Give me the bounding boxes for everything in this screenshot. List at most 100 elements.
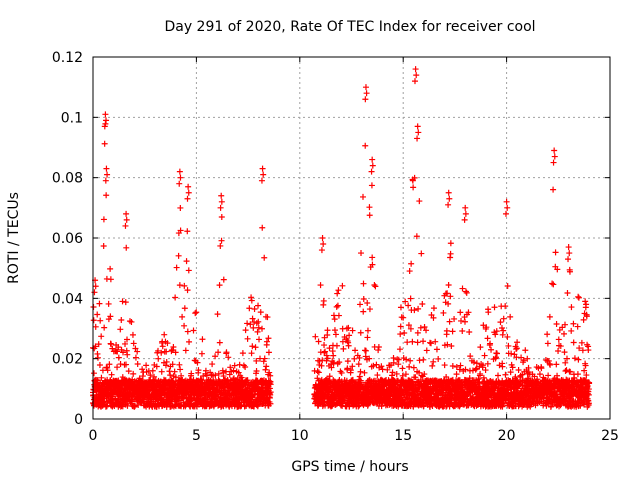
- peak-point: [565, 244, 572, 251]
- data-point: [415, 305, 422, 312]
- data-point: [366, 204, 373, 211]
- data-point: [459, 285, 466, 292]
- data-point: [192, 310, 199, 317]
- peak-point: [217, 204, 224, 211]
- data-point: [94, 354, 101, 361]
- data-point: [331, 316, 338, 323]
- data-point: [417, 324, 424, 331]
- data-point: [420, 356, 427, 363]
- data-point: [166, 368, 173, 375]
- data-point: [176, 282, 183, 289]
- data-point: [406, 363, 413, 370]
- data-point: [332, 331, 339, 338]
- data-point: [244, 320, 251, 327]
- y-tick-label: 0.12: [52, 50, 83, 66]
- data-point: [420, 338, 427, 345]
- data-point: [357, 368, 364, 375]
- peak-point: [218, 192, 225, 199]
- peak-point: [445, 201, 452, 208]
- data-point: [477, 344, 484, 351]
- data-point: [177, 227, 184, 234]
- data-point: [100, 216, 107, 223]
- data-point: [90, 317, 97, 324]
- data-point: [230, 367, 237, 374]
- data-point: [408, 260, 415, 267]
- data-point: [358, 250, 365, 257]
- peak-point: [260, 171, 267, 178]
- data-point: [515, 367, 522, 374]
- data-series: [90, 66, 593, 410]
- peak-point: [218, 198, 225, 205]
- data-point: [485, 309, 492, 316]
- peak-point: [259, 165, 266, 172]
- peak-point: [92, 283, 99, 290]
- data-point: [580, 316, 587, 323]
- peak-point: [362, 84, 369, 91]
- peak-point: [369, 156, 376, 163]
- peak-point: [184, 195, 191, 202]
- data-point: [360, 295, 367, 302]
- data-point: [349, 327, 356, 334]
- data-point: [497, 319, 504, 326]
- data-point: [430, 358, 437, 365]
- data-point: [423, 347, 430, 354]
- data-point: [214, 311, 221, 318]
- data-point: [430, 305, 437, 312]
- data-point: [338, 369, 345, 376]
- data-point: [181, 322, 188, 329]
- x-axis-label: GPS time / hours: [291, 459, 408, 475]
- data-point: [555, 347, 562, 354]
- data-point: [248, 350, 255, 357]
- data-point: [254, 328, 261, 335]
- peak-point: [411, 78, 418, 85]
- data-point: [120, 349, 127, 356]
- data-point: [256, 336, 263, 343]
- x-tick-label: 5: [192, 428, 201, 444]
- data-point: [258, 325, 265, 332]
- data-point: [158, 394, 165, 401]
- data-point: [246, 305, 253, 312]
- data-point: [202, 367, 209, 374]
- data-point: [115, 354, 122, 361]
- data-point: [536, 371, 543, 378]
- data-point: [335, 312, 342, 319]
- peak-point: [582, 298, 589, 305]
- data-point: [335, 287, 342, 294]
- data-point: [345, 342, 352, 349]
- data-point: [375, 347, 382, 354]
- data-point: [407, 295, 414, 302]
- peak-point: [258, 177, 265, 184]
- data-point: [123, 336, 130, 343]
- data-point: [131, 403, 138, 410]
- data-point: [97, 317, 104, 324]
- data-point: [167, 372, 174, 379]
- data-point: [357, 301, 364, 308]
- data-point: [172, 294, 179, 301]
- data-point: [252, 344, 259, 351]
- data-point: [242, 364, 249, 371]
- peak-point: [102, 177, 109, 184]
- peak-point: [551, 153, 558, 160]
- data-point: [169, 346, 176, 353]
- data-point: [117, 361, 124, 368]
- peak-point: [91, 289, 98, 296]
- data-point: [457, 362, 464, 369]
- data-point: [544, 331, 551, 338]
- data-point: [250, 324, 257, 331]
- data-point: [324, 327, 331, 334]
- peak-point: [362, 96, 369, 103]
- x-tick-label: 10: [291, 428, 309, 444]
- data-point: [249, 343, 256, 350]
- data-point: [107, 265, 114, 272]
- data-point: [247, 321, 254, 328]
- data-point: [130, 340, 137, 347]
- data-point: [183, 258, 190, 265]
- y-tick-label: 0.02: [52, 352, 83, 368]
- peak-point: [103, 117, 110, 124]
- peak-point: [319, 235, 326, 241]
- data-point: [225, 354, 232, 361]
- data-point: [158, 368, 165, 375]
- peak-point: [369, 162, 376, 169]
- data-point: [552, 249, 559, 256]
